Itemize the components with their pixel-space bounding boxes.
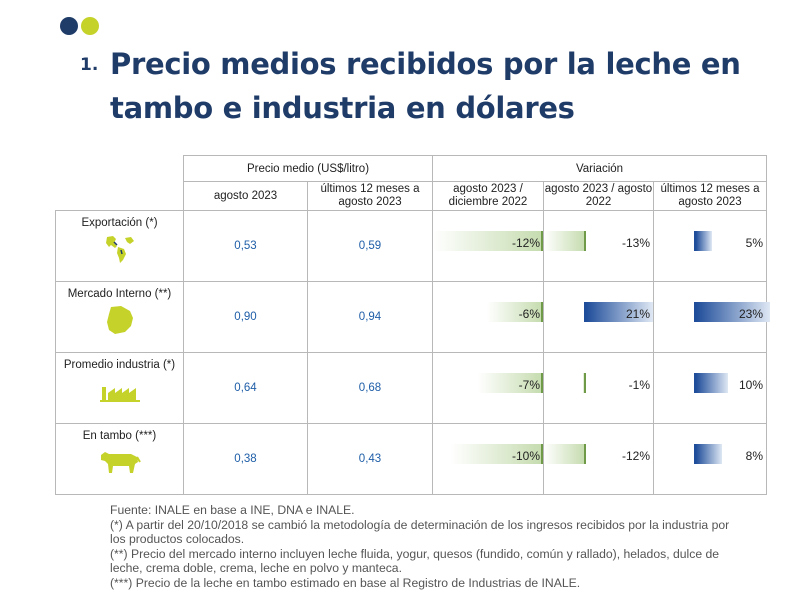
price-august-2023: 0,90 [183, 281, 308, 353]
lime-dot [81, 17, 99, 35]
price-last-12-months: 0,94 [307, 281, 433, 353]
footnote-2: (**) Precio del mercado interno incluyen… [110, 546, 720, 576]
variation-cell: 5% [653, 210, 767, 282]
variation-bar [584, 302, 654, 322]
variation-bar [451, 444, 543, 464]
variation-bar [694, 373, 728, 393]
footnote-1: (*) A partir del 20/10/2018 se cambió la… [110, 517, 730, 547]
variation-value: -7% [518, 378, 540, 392]
variation-cell: -6% [432, 281, 544, 353]
factory-icon [99, 387, 140, 402]
row-label: Exportación (*) [81, 217, 158, 229]
header-var-2: agosto 2023 / agosto 2022 [543, 181, 654, 211]
source-note: Fuente: INALE en base a INE, DNA e INALE… [110, 503, 355, 517]
header-price-1: agosto 2023 [183, 181, 308, 211]
header-price-group: Precio medio (US$/litro) [183, 155, 433, 182]
uruguay-map-icon [106, 306, 133, 334]
variation-cell: -12% [543, 423, 654, 495]
price-last-12-months: 0,43 [307, 423, 433, 495]
variation-value: -10% [511, 449, 540, 463]
row-label-cell: Mercado Interno (**) [55, 281, 184, 353]
row-label: En tambo (***) [82, 430, 157, 442]
footnotes: Fuente: INALE en base a INE, DNA e INALE… [110, 503, 730, 591]
variation-value: 8% [745, 449, 763, 463]
variation-bar [487, 302, 543, 322]
variation-bar [433, 231, 543, 251]
row-label: Mercado Interno (**) [67, 288, 172, 300]
price-august-2023: 0,64 [183, 352, 308, 424]
row-label: Promedio industria (*) [63, 359, 176, 371]
variation-cell: -1% [543, 352, 654, 424]
page-title: Precio medios recibidos por la leche en … [110, 47, 741, 125]
table-row: Promedio industria (*) 0,64 0,68 -7% -1%… [55, 352, 767, 424]
variation-bar [694, 444, 722, 464]
variation-value: 21% [625, 307, 650, 321]
variation-value: -1% [628, 378, 650, 392]
variation-cell: -10% [432, 423, 544, 495]
variation-bar [694, 302, 770, 322]
variation-value: -12% [511, 236, 540, 250]
footnote-3: (***) Precio de la leche en tambo estima… [110, 575, 581, 590]
variation-value: -13% [621, 236, 650, 250]
variation-cell: 10% [653, 352, 767, 424]
row-label-cell: En tambo (***) [55, 423, 184, 495]
variation-value: 5% [745, 236, 763, 250]
price-last-12-months: 0,68 [307, 352, 433, 424]
variation-value: 23% [738, 307, 763, 321]
table-row: En tambo (***) 0,38 0,43 -10% -12% 8% [55, 423, 767, 495]
table-row: Mercado Interno (**) 0,90 0,94 -6% 21% 2… [55, 281, 770, 353]
variation-value: -6% [518, 307, 540, 321]
header-variation-group: Variación [432, 155, 767, 182]
price-august-2023: 0,38 [183, 423, 308, 495]
variation-bar [544, 444, 586, 464]
variation-cell: 23% [653, 281, 770, 353]
row-label-cell: Exportación (*) [55, 210, 184, 282]
variation-cell: 8% [653, 423, 767, 495]
header-var-3: últimos 12 meses a agosto 2023 [653, 181, 767, 211]
header-var-1: agosto 2023 / diciembre 2022 [432, 181, 544, 211]
variation-value: -12% [621, 449, 650, 463]
row-label-cell: Promedio industria (*) [55, 352, 184, 424]
price-august-2023: 0,53 [183, 210, 308, 282]
variation-cell: -12% [432, 210, 544, 282]
section-number: 1. [80, 55, 99, 75]
world-map-icon [105, 236, 134, 263]
variation-cell: -7% [432, 352, 544, 424]
price-table: Precio medio (US$/litro) Variación agost… [55, 155, 770, 495]
header-price-2: últimos 12 meses a agosto 2023 [307, 181, 433, 211]
navy-dot [60, 17, 78, 35]
variation-cell: -13% [543, 210, 654, 282]
variation-value: 10% [738, 378, 763, 392]
cow-icon [100, 452, 141, 473]
variation-bar [583, 373, 586, 393]
variation-cell: 21% [543, 281, 654, 353]
price-last-12-months: 0,59 [307, 210, 433, 282]
variation-bar [694, 231, 712, 251]
variation-bar [544, 231, 586, 251]
table-row: Exportación (*) 0,53 0,59 -12% -13% 5% [55, 210, 767, 282]
decorative-dots [60, 17, 99, 35]
variation-bar [478, 373, 543, 393]
